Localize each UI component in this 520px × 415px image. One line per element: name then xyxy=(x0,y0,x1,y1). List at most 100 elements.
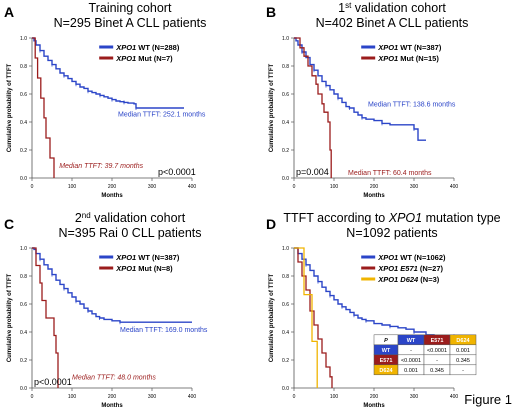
chart-title-line: N=295 Binet A CLL patients xyxy=(54,16,207,30)
x-tick-label: 300 xyxy=(410,394,419,400)
annotation: p=0.004 xyxy=(296,167,329,177)
table-header-text: WT xyxy=(407,338,416,344)
y-tick-label: 0.2 xyxy=(282,148,289,154)
y-tick-label: 0.6 xyxy=(282,302,289,308)
table-cell xyxy=(449,364,477,376)
y-tick-label: 0.0 xyxy=(20,176,27,182)
table-row-label: E571 xyxy=(380,358,393,364)
y-tick-label: 0.8 xyxy=(20,274,27,280)
x-tick-label: 300 xyxy=(148,184,157,190)
figure-label: Figure 1 xyxy=(464,392,512,407)
x-tick-label: 200 xyxy=(370,394,379,400)
legend-entry: XPO1 Mut (N=7) xyxy=(115,54,173,63)
y-tick-label: 0.8 xyxy=(20,64,27,70)
x-tick-label: 100 xyxy=(68,184,77,190)
x-tick-label: 200 xyxy=(370,184,379,190)
table-cell-value: 0.345 xyxy=(430,368,444,374)
table-cell-value: <0.0001 xyxy=(427,348,447,354)
chart-title-line: Training cohort xyxy=(89,1,172,15)
chart-title-line: TTFT according to XPO1 mutation type xyxy=(283,211,500,225)
annotation: Median TTFT: 252.1 months xyxy=(118,111,206,118)
panel-letter: A xyxy=(4,4,14,20)
y-tick-label: 1.0 xyxy=(20,36,27,42)
y-tick-label: 0.2 xyxy=(20,148,27,154)
km-curve xyxy=(294,247,454,337)
y-tick-label: 1.0 xyxy=(20,246,27,252)
table-cell-value: 0.001 xyxy=(456,348,470,354)
x-tick-label: 300 xyxy=(148,394,157,400)
table-cell-value: - xyxy=(410,348,412,354)
km-curve xyxy=(32,37,184,109)
annotation: p<0.0001 xyxy=(158,167,196,177)
y-tick-label: 0.6 xyxy=(20,302,27,308)
panel-letter: D xyxy=(266,216,276,232)
y-tick-label: 0.2 xyxy=(20,358,27,364)
y-axis-label: Cumulative probability of TTFT xyxy=(7,274,13,363)
y-tick-label: 0.4 xyxy=(282,330,289,336)
y-tick-label: 0.8 xyxy=(282,274,289,280)
y-tick-label: 0.0 xyxy=(282,386,289,392)
pvalue-table: P WT E571 D624 WT - <0.0001 0.001 E571 <0.0001 - 0.… xyxy=(373,334,477,376)
table-header-text: D624 xyxy=(456,338,470,344)
legend-entry: XPO1 WT (N=387) xyxy=(115,253,180,262)
x-axis-label: Months xyxy=(363,403,385,409)
x-tick-label: 300 xyxy=(410,184,419,190)
legend-entry: XPO1 Mut (N=8) xyxy=(115,264,173,273)
table-cell-value: - xyxy=(436,358,438,364)
x-tick-label: 400 xyxy=(188,184,197,190)
km-curve xyxy=(294,37,332,178)
x-tick-label: 0 xyxy=(31,184,34,190)
x-tick-label: 100 xyxy=(330,184,339,190)
annotation: p<0.0001 xyxy=(34,377,72,387)
y-tick-label: 0.4 xyxy=(20,330,27,336)
y-tick-label: 0.0 xyxy=(282,176,289,182)
panel-d: D TTFT according to XPO1 mutation typeN=1… xyxy=(266,211,501,409)
x-axis-label: Months xyxy=(101,403,123,409)
x-tick-label: 0 xyxy=(293,184,296,190)
km-curve xyxy=(32,37,55,178)
legend-entry: XPO1 D624 (N=3) xyxy=(377,275,440,284)
y-tick-label: 0.8 xyxy=(282,64,289,70)
annotation: Median TTFT: 60.4 months xyxy=(348,170,432,177)
x-axis-label: Months xyxy=(363,193,385,199)
chart-title-line: N=402 Binet A CLL patients xyxy=(316,16,469,30)
table-row-label: D624 xyxy=(379,368,393,374)
panel-letter: B xyxy=(266,4,276,20)
x-axis-label: Months xyxy=(101,193,123,199)
table-cell-value: - xyxy=(462,368,464,374)
chart-title-line: N=395 Rai 0 CLL patients xyxy=(58,226,201,240)
table-cell-value: <0.0001 xyxy=(401,358,421,364)
x-tick-label: 100 xyxy=(68,394,77,400)
y-axis-label: Cumulative probability of TTFT xyxy=(7,64,13,153)
x-tick-label: 200 xyxy=(108,184,117,190)
x-tick-label: 400 xyxy=(188,394,197,400)
annotation: Median TTFT: 138.6 months xyxy=(368,102,456,109)
table-header-text: P xyxy=(384,338,388,344)
panel-letter: C xyxy=(4,216,14,232)
y-tick-label: 1.0 xyxy=(282,36,289,42)
x-tick-label: 400 xyxy=(450,184,459,190)
chart-title-line: N=1092 patients xyxy=(346,226,437,240)
x-tick-label: 400 xyxy=(450,394,459,400)
y-tick-label: 0.6 xyxy=(20,92,27,98)
km-curve xyxy=(294,247,333,388)
annotation: Median TTFT: 39.7 months xyxy=(59,163,143,170)
x-tick-label: 200 xyxy=(108,394,117,400)
y-tick-label: 1.0 xyxy=(282,246,289,252)
km-curve xyxy=(32,247,59,388)
table-cell-value: 0.345 xyxy=(456,358,470,364)
annotation: Median TTFT: 48.0 months xyxy=(72,375,156,382)
y-tick-label: 0.6 xyxy=(282,92,289,98)
km-curve xyxy=(294,247,318,388)
table-header-text: E571 xyxy=(431,338,444,344)
legend-entry: XPO1 WT (N=1062) xyxy=(377,253,446,262)
legend-entry: XPO1 WT (N=387) xyxy=(377,43,442,52)
y-tick-label: 0.2 xyxy=(282,358,289,364)
table-cell-value: 0.001 xyxy=(404,368,418,374)
legend-entry: XPO1 E571 (N=27) xyxy=(377,264,443,273)
x-tick-label: 0 xyxy=(293,394,296,400)
